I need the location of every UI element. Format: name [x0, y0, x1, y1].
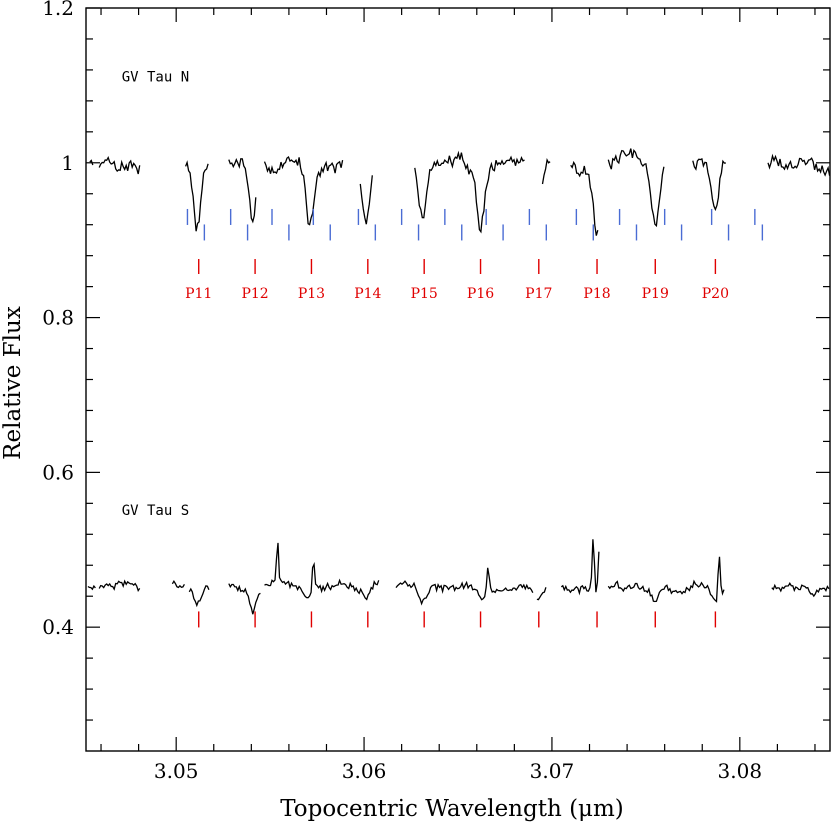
spectrum-segment: [541, 158, 551, 185]
spectrum-segment: [767, 153, 831, 177]
spectrum-segment: [98, 155, 141, 175]
pfund-label: P11: [185, 286, 212, 302]
spectrum-segment: [264, 542, 380, 601]
spectrum-segment: [414, 150, 525, 234]
y-tick-label: 0.6: [42, 460, 74, 484]
spectrum-segment: [570, 160, 599, 236]
spectrum-segment: [171, 579, 185, 589]
spectrum-segment: [98, 579, 141, 593]
spectrum-segment: [263, 155, 344, 226]
x-tick-label: 3.06: [342, 759, 387, 783]
spectrum-segment: [536, 587, 547, 601]
y-tick-label: 0.4: [42, 615, 74, 639]
star-annotation: GV Tau S: [122, 503, 189, 519]
y-tick-label: 1.2: [42, 0, 74, 20]
axes: 3.05 3.06 3.07 3.08 0.4 0.6 0.8 1 1.2: [42, 0, 831, 783]
spectrum-segment: [188, 585, 210, 608]
spectrum-segment: [228, 158, 257, 224]
plot-area: P11 P12 P13 P14 P15 P16 P17 P18 P19 P20 GV Tau N GV…: [87, 70, 831, 628]
pfund-label: P14: [354, 286, 381, 302]
spectrum-segment: [692, 157, 726, 212]
pfund-label: P20: [702, 286, 729, 302]
spectrum-segment: [89, 159, 94, 166]
x-tick-label: 3.05: [154, 759, 199, 783]
spectrum-segment: [771, 582, 830, 598]
y-tick-label: 0.8: [42, 306, 74, 330]
spectrum-segment: [87, 584, 96, 591]
pfund-label: P19: [642, 286, 669, 302]
spectrum-segment: [184, 160, 209, 232]
pfund-label: P15: [411, 286, 438, 302]
spectrum-segment: [607, 148, 665, 228]
y-axis-label: Relative Flux: [0, 306, 26, 460]
star-annotation: GV Tau N: [122, 70, 189, 86]
pfund-label: P13: [298, 286, 325, 302]
pfund-label: P17: [525, 286, 552, 302]
x-tick-label: 3.08: [718, 759, 763, 783]
pfund-label: P12: [241, 286, 268, 302]
spectrum-gv-tau-s: [87, 539, 830, 615]
pfund-label: P18: [583, 286, 610, 302]
spectrum-segment: [395, 567, 534, 606]
x-tick-label: 3.07: [530, 759, 575, 783]
spectrum-segment: [359, 175, 373, 225]
spectrum-segment: [560, 539, 600, 596]
spectrum-segment: [607, 556, 725, 603]
spectrum-segment: [228, 583, 261, 615]
spectrum-gv-tau-n: [89, 148, 831, 236]
x-axis-label: Topocentric Wavelength (μm): [280, 796, 624, 822]
y-tick-label: 1: [61, 151, 74, 175]
pfund-label: P16: [467, 286, 494, 302]
